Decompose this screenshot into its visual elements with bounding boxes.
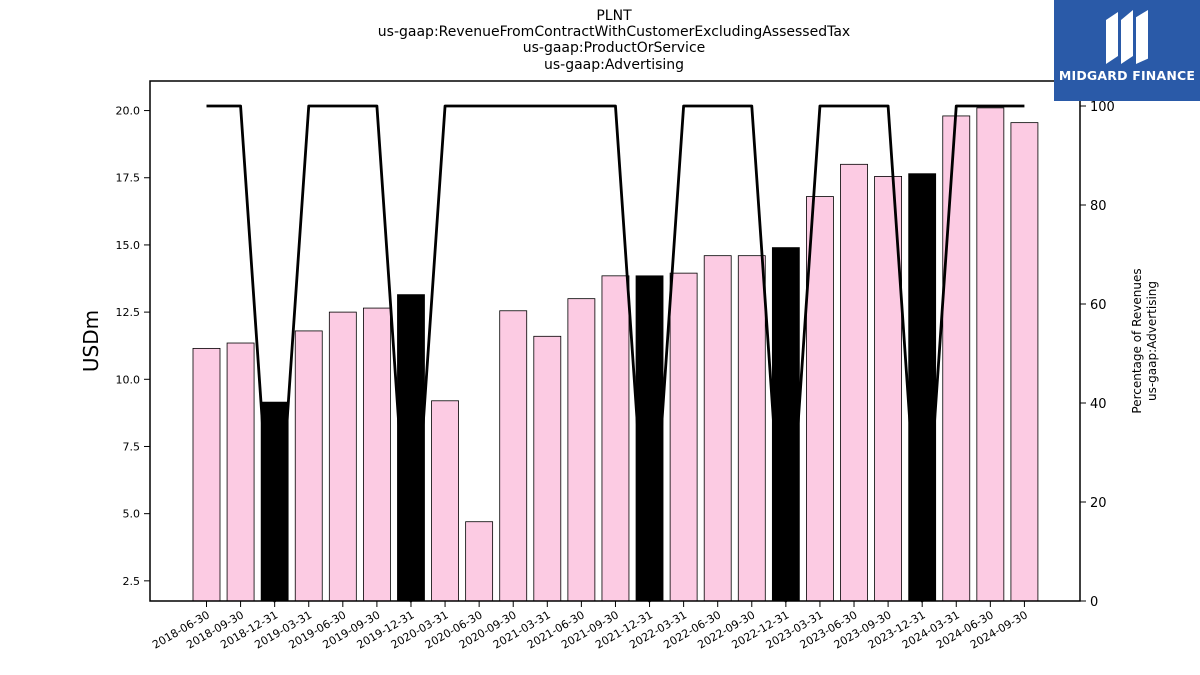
x-axis: 2018-06-302018-09-302018-12-312019-03-31… bbox=[150, 601, 1030, 652]
bar-2024-03-31 bbox=[942, 115, 971, 602]
y-axis-label: USDm bbox=[79, 310, 103, 372]
chart-title: PLNT us-gaap:RevenueFromContractWithCust… bbox=[378, 8, 850, 73]
midgard-logo-icon bbox=[1106, 10, 1148, 64]
percentage-line bbox=[206, 104, 1025, 603]
percentage-line-series bbox=[206, 104, 1025, 603]
bar-2021-12-31 bbox=[635, 275, 664, 602]
right-y-axis-label-line-2: us-gaap:Advertising bbox=[1145, 281, 1159, 401]
bar-2019-03-31 bbox=[294, 330, 323, 602]
left-tick-label-5: 15.0 bbox=[116, 239, 141, 252]
bar-2020-09-30 bbox=[499, 310, 528, 602]
bar-2023-03-31 bbox=[806, 196, 834, 602]
bar-2022-09-30 bbox=[737, 255, 766, 602]
bar-series bbox=[192, 107, 1039, 602]
bar-2018-09-30 bbox=[226, 342, 255, 602]
right-tick-label-5: 100 bbox=[1090, 100, 1115, 115]
bar-2024-09-30 bbox=[1010, 122, 1039, 602]
bar-2022-12-31 bbox=[771, 247, 800, 602]
right-tick-label-0: 0 bbox=[1090, 595, 1098, 610]
left-tick-label-6: 17.5 bbox=[116, 172, 141, 185]
bar-2020-03-31 bbox=[431, 400, 459, 602]
title-line-4: us-gaap:Advertising bbox=[544, 57, 684, 73]
bar-2023-06-30 bbox=[840, 163, 868, 602]
bar-2019-06-30 bbox=[328, 311, 357, 602]
logo-text: MIDGARD FINANCE bbox=[1058, 68, 1196, 83]
left-tick-label-4: 12.5 bbox=[116, 306, 141, 319]
bar-2021-06-30 bbox=[567, 298, 596, 602]
bar-2018-12-31 bbox=[260, 401, 289, 602]
bar-2019-12-31 bbox=[397, 294, 425, 602]
right-y-axis-label-line-1: Percentage of Revenues bbox=[1130, 268, 1144, 413]
midgard-finance-logo: MIDGARD FINANCE bbox=[1054, 0, 1200, 101]
bar-2020-06-30 bbox=[465, 521, 494, 602]
bar-2023-12-31 bbox=[908, 173, 937, 602]
right-tick-label-4: 80 bbox=[1090, 199, 1107, 214]
right-tick-label-2: 40 bbox=[1090, 397, 1107, 412]
bar-2019-09-30 bbox=[362, 307, 391, 602]
left-tick-label-3: 10.0 bbox=[116, 373, 141, 386]
left-tick-label-0: 2.5 bbox=[123, 575, 141, 588]
bar-2024-06-30 bbox=[976, 107, 1005, 602]
left-tick-label-2: 7.5 bbox=[123, 440, 141, 453]
bar-2018-06-30 bbox=[192, 347, 221, 602]
right-tick-label-1: 20 bbox=[1090, 496, 1107, 511]
title-line-2: us-gaap:RevenueFromContractWithCustomerE… bbox=[378, 24, 850, 40]
left-y-axis: 2.5 5.0 7.5 10.0 12.5 15.0 17.5 20.0 bbox=[116, 105, 150, 588]
bar-2022-06-30 bbox=[703, 255, 732, 602]
bar-2021-09-30 bbox=[601, 275, 630, 602]
left-tick-label-1: 5.0 bbox=[123, 508, 141, 521]
bar-2022-03-31 bbox=[669, 272, 698, 602]
left-tick-label-7: 20.0 bbox=[116, 105, 141, 118]
right-y-axis: 0 20 40 60 80 100 bbox=[1080, 100, 1115, 610]
bar-2021-03-31 bbox=[533, 335, 562, 602]
title-line-3: us-gaap:ProductOrService bbox=[523, 40, 706, 56]
title-line-1: PLNT bbox=[596, 8, 632, 24]
right-tick-label-3: 60 bbox=[1090, 298, 1107, 313]
